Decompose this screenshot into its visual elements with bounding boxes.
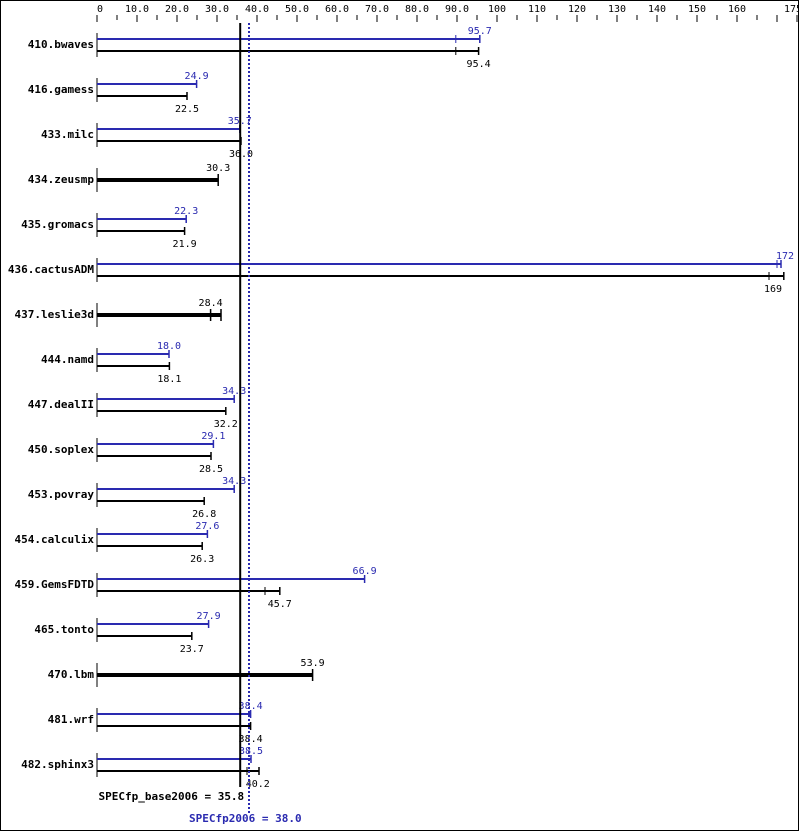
x-tick-label: 10.0 [125,4,149,15]
x-tick-label: 40.0 [245,4,269,15]
peak-value-label: 34.3 [222,386,246,397]
base-summary-label: SPECfp_base2006 = 35.8 [98,790,244,803]
peak-value-label: 24.9 [185,71,209,82]
peak-value-label: 172 [776,251,794,262]
peak-value-label: 27.9 [197,611,221,622]
peak-value-label: 22.3 [174,206,198,217]
peak-value-label: 18.0 [157,341,181,352]
base-value-label: 30.3 [206,163,230,174]
base-value-label: 21.9 [173,239,197,250]
benchmark-label: 481.wrf [48,713,94,726]
benchmark-label: 410.bwaves [28,38,94,51]
base-value-label: 45.7 [268,599,292,610]
benchmark-label: 465.tonto [34,623,94,636]
benchmark-label: 447.dealII [28,398,94,411]
x-tick-label: 100 [488,4,506,15]
x-tick-label: 30.0 [205,4,229,15]
x-tick-label: 50.0 [285,4,309,15]
benchmark-label: 434.zeusmp [28,173,95,186]
benchmark-label: 453.povray [28,488,95,501]
base-value-label: 38.4 [239,734,263,745]
peak-value-label: 38.4 [239,701,263,712]
x-tick-label: 90.0 [445,4,469,15]
x-tick-label: 110 [528,4,546,15]
x-tick-label: 130 [608,4,626,15]
base-value-label: 53.9 [301,658,325,669]
benchmark-label: 444.namd [41,353,94,366]
benchmark-label: 437.leslie3d [15,308,94,321]
peak-value-label: 29.1 [201,431,225,442]
base-value-label: 26.8 [192,509,216,520]
benchmark-label: 435.gromacs [21,218,94,231]
benchmark-label: 436.cactusADM [8,263,94,276]
base-value-label: 169 [764,284,782,295]
benchmark-label: 482.sphinx3 [21,758,94,771]
peak-value-label: 34.3 [222,476,246,487]
benchmark-label: 454.calculix [15,533,95,546]
benchmark-label: 470.lbm [48,668,95,681]
benchmark-label: 459.GemsFDTD [15,578,95,591]
x-tick-label: 160 [728,4,746,15]
base-value-label: 26.3 [190,554,214,565]
benchmark-label: 433.milc [41,128,94,141]
x-tick-label: 175 [784,4,798,15]
x-tick-label: 150 [688,4,706,15]
peak-value-label: 95.7 [468,26,492,37]
benchmark-label: 416.gamess [28,83,94,96]
peak-value-label: 66.9 [353,566,377,577]
base-value-label: 40.2 [246,779,270,790]
base-value-label: 32.2 [214,419,238,430]
base-value-label: 18.1 [157,374,181,385]
benchmark-label: 450.soplex [28,443,95,456]
base-value-label: 95.4 [467,59,491,70]
x-tick-label: 120 [568,4,586,15]
base-value-label: 28.4 [199,298,223,309]
x-tick-label: 140 [648,4,666,15]
x-tick-label: 20.0 [165,4,189,15]
x-tick-label: 60.0 [325,4,349,15]
peak-value-label: 27.6 [195,521,219,532]
base-value-label: 22.5 [175,104,199,115]
x-tick-label: 70.0 [365,4,389,15]
x-tick-label: 80.0 [405,4,429,15]
base-value-label: 28.5 [199,464,223,475]
peak-value-label: 38.5 [239,746,263,757]
peak-summary-label: SPECfp2006 = 38.0 [189,812,302,825]
x-tick-label: 0 [97,4,103,15]
base-value-label: 23.7 [180,644,204,655]
